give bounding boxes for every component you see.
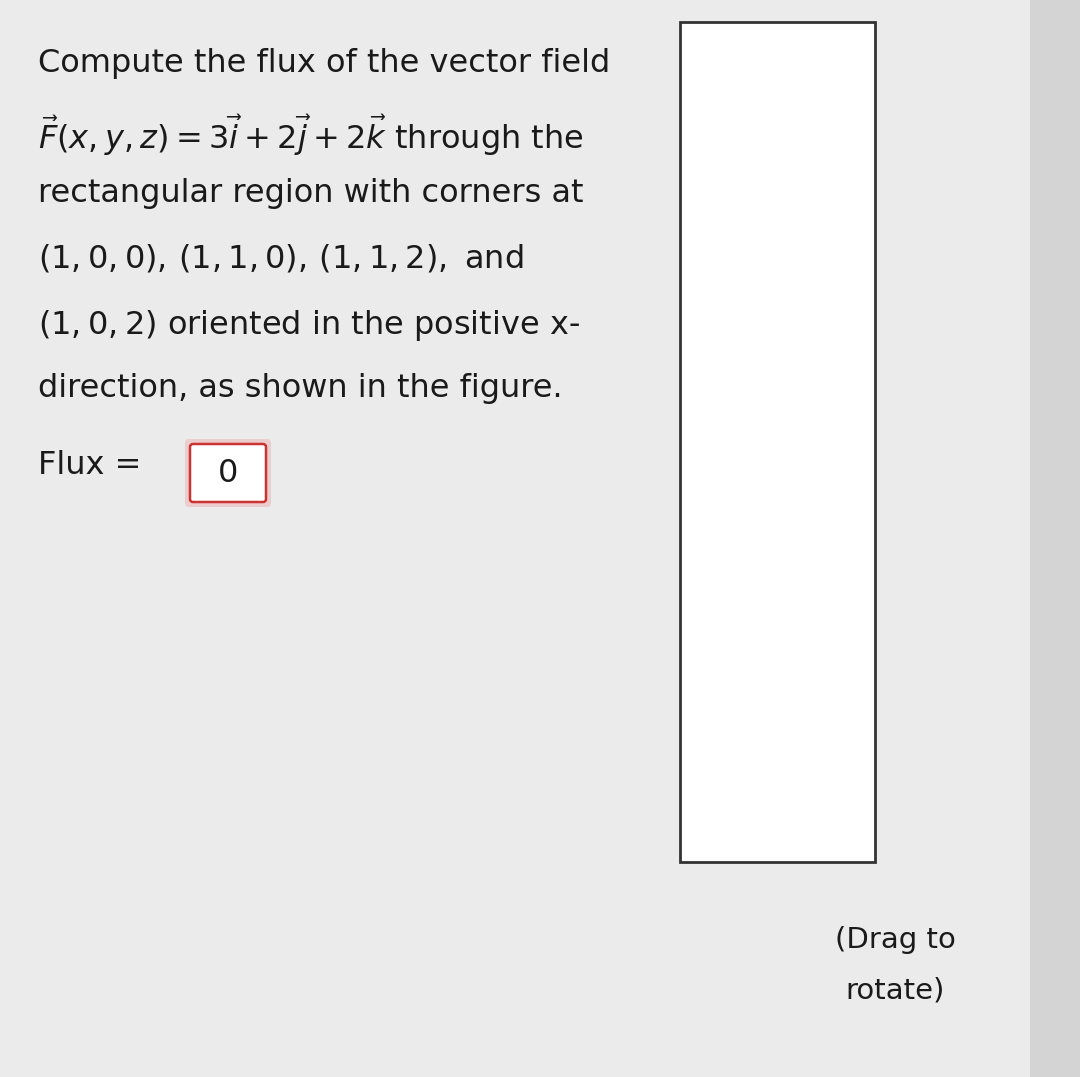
Text: Compute the flux of the vector field: Compute the flux of the vector field xyxy=(38,48,610,79)
Text: rotate): rotate) xyxy=(846,976,945,1004)
Text: $(1, 0, 2)$ oriented in the positive x-: $(1, 0, 2)$ oriented in the positive x- xyxy=(38,308,580,342)
Text: direction, as shown in the figure.: direction, as shown in the figure. xyxy=(38,373,563,404)
Text: $\vec{F}(x, y, z) = 3\vec{i} + 2\vec{j} + 2\vec{k}$ through the: $\vec{F}(x, y, z) = 3\vec{i} + 2\vec{j} … xyxy=(38,113,583,158)
Text: 0: 0 xyxy=(218,458,239,489)
FancyBboxPatch shape xyxy=(190,444,266,502)
Bar xyxy=(1030,0,1080,1077)
Text: (Drag to: (Drag to xyxy=(835,926,956,954)
Text: $(1, 0, 0),\,(1, 1, 0),\,(1, 1, 2),$ and: $(1, 0, 0),\,(1, 1, 0),\,(1, 1, 2),$ and xyxy=(38,243,524,275)
Bar xyxy=(680,22,875,862)
Text: rectangular region with corners at: rectangular region with corners at xyxy=(38,178,583,209)
FancyBboxPatch shape xyxy=(185,439,271,507)
Text: Flux =: Flux = xyxy=(38,449,151,480)
